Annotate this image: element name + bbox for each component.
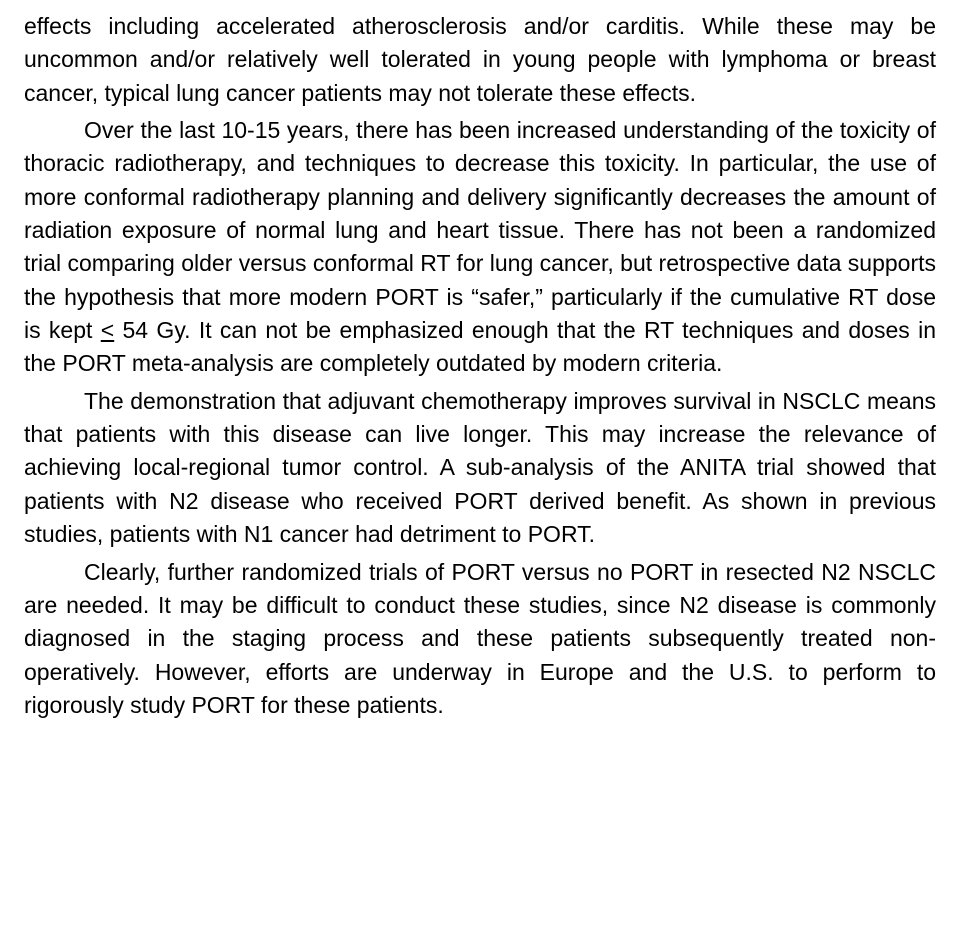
paragraph-1-fragment: effects including accelerated atheroscle… [24,10,936,110]
paragraph-3: The demonstration that adjuvant chemothe… [24,385,936,552]
paragraph-text: 54 Gy. It can not be emphasized enough t… [24,317,936,376]
paragraph-text: The demonstration that adjuvant chemothe… [24,388,936,547]
underlined-text: < [101,317,114,343]
paragraph-text: Clearly, further randomized trials of PO… [24,559,936,718]
paragraph-text: effects including accelerated atheroscle… [24,13,936,106]
document-page: effects including accelerated atheroscle… [0,0,960,938]
paragraph-4: Clearly, further randomized trials of PO… [24,556,936,723]
paragraph-2: Over the last 10-15 years, there has bee… [24,114,936,381]
paragraph-text: Over the last 10-15 years, there has bee… [24,117,936,343]
